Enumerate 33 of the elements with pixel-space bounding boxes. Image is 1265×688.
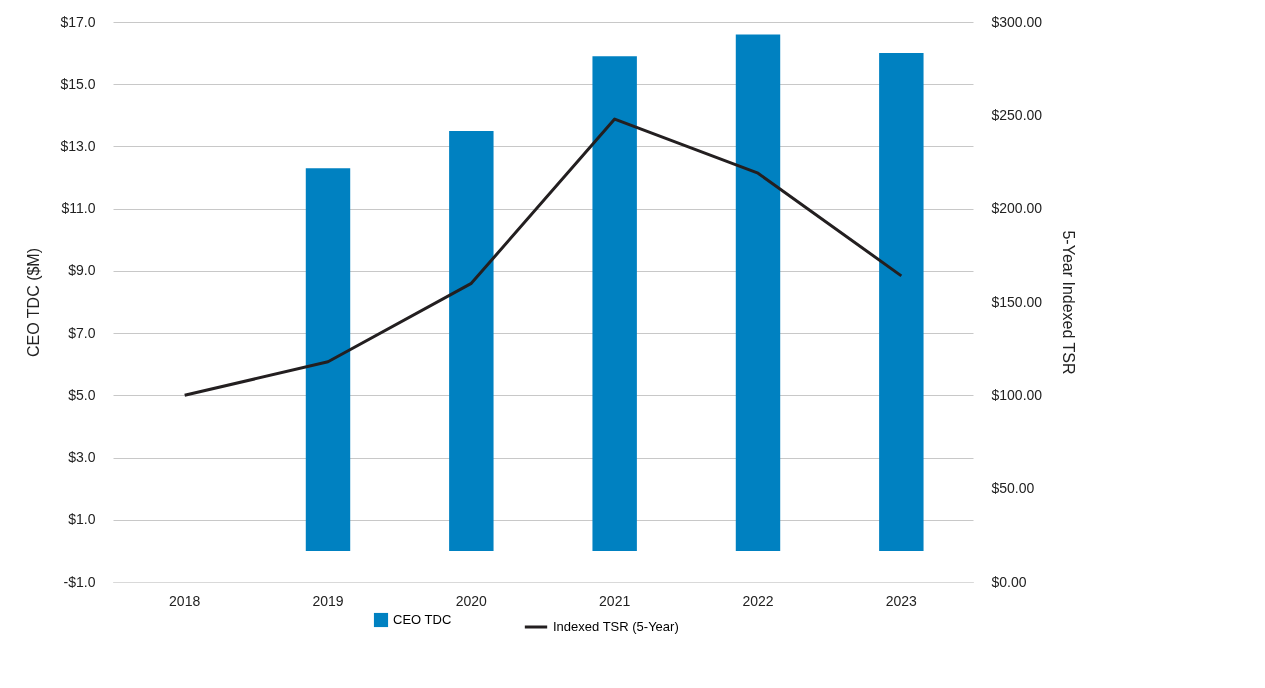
y-tick-label: $5.0 (68, 386, 96, 403)
bar (449, 130, 494, 551)
legend-label: Indexed TSR (5-Year) (553, 619, 679, 634)
y-tick-label: $15.0 (60, 75, 96, 92)
x-tick-label: 2023 (885, 592, 918, 609)
y-axis-title: CEO TDC ($M) (25, 247, 43, 358)
y-tick-label: $13.0 (60, 137, 96, 154)
bar (305, 168, 351, 551)
y2-tick-label: $200.00 (991, 200, 1043, 217)
y-tick-label: $9.0 (68, 262, 96, 279)
y2-tick-label: $300.00 (991, 13, 1043, 30)
y2-tick-label: $100.00 (991, 386, 1043, 403)
y-tick-label: $1.0 (68, 511, 96, 528)
y2-tick-label: $150.00 (991, 293, 1043, 310)
bar (592, 56, 637, 551)
bar (879, 53, 924, 551)
x-tick-label: 2019 (312, 592, 344, 609)
bar (735, 34, 781, 551)
y2-tick-label: $0.00 (991, 573, 1027, 590)
x-tick-label: 2021 (599, 592, 631, 609)
line-series (183, 117, 903, 397)
x-tick-label: 2020 (455, 592, 488, 609)
y2-tick-label: $250.00 (991, 106, 1043, 123)
y-tick-label: $3.0 (68, 449, 96, 466)
legend-label: CEO TDC (393, 612, 452, 627)
y-tick-label: $17.0 (60, 13, 96, 30)
y-tick-label: $11.0 (61, 200, 96, 217)
x-tick-label: 2018 (169, 592, 201, 609)
y-tick-label: -$1.0 (63, 573, 96, 590)
y2-tick-label: $50.00 (991, 480, 1035, 497)
y2-axis-title: 5-Year Indexed TSR (1060, 230, 1078, 375)
x-tick-label: 2022 (742, 592, 774, 609)
y-tick-label: $7.0 (68, 324, 96, 341)
